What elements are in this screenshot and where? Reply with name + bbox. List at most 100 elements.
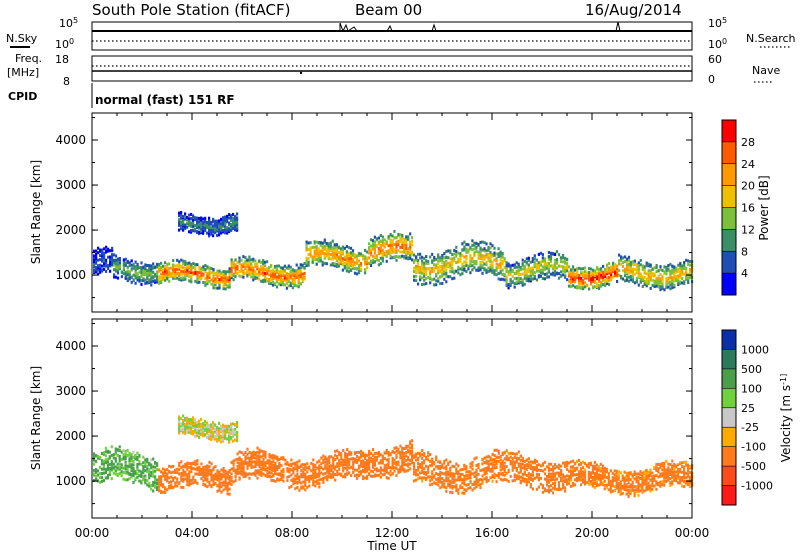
power-cell — [590, 276, 593, 280]
power-cell — [317, 251, 320, 255]
power-cell — [222, 221, 225, 225]
velocity-cell — [597, 465, 600, 469]
velocity-cell — [320, 477, 323, 481]
velocity-cell — [230, 482, 233, 486]
power-cell — [533, 261, 536, 265]
power-cell — [128, 264, 131, 268]
power-cell — [602, 278, 605, 282]
velocity-cell — [415, 454, 418, 458]
power-cell — [511, 280, 514, 284]
power-cell — [99, 248, 102, 252]
velocity-cell — [262, 450, 265, 454]
velocity-cell — [162, 471, 165, 475]
velocity-cell — [621, 484, 624, 488]
velocity-cell — [573, 483, 577, 487]
velocity-cell — [312, 465, 315, 469]
power-cell — [443, 256, 446, 260]
power-cell — [305, 248, 308, 252]
power-cell — [359, 252, 363, 256]
power-cell — [105, 269, 108, 273]
velocity-cell — [368, 465, 371, 468]
power-cell — [343, 255, 346, 259]
velocity-cell — [180, 474, 183, 478]
power-cell — [136, 267, 139, 270]
power-cell — [347, 257, 350, 261]
velocity-cell — [511, 465, 514, 469]
power-cell — [287, 284, 290, 288]
power-cell — [669, 262, 672, 266]
power-cell — [675, 275, 678, 279]
velocity-cell — [669, 463, 672, 466]
power-cell — [393, 248, 396, 252]
velocity-cell — [649, 486, 652, 490]
velocity-cell — [505, 471, 508, 475]
velocity-cell — [122, 453, 125, 457]
power-cell — [580, 286, 583, 290]
power-cell — [425, 277, 428, 281]
velocity-cell — [178, 464, 181, 468]
velocity-cell — [473, 480, 476, 484]
power-cell — [507, 286, 510, 290]
power-cell — [307, 263, 310, 267]
power-cell — [275, 277, 279, 281]
power-cell — [443, 277, 446, 281]
power-cell — [600, 283, 603, 287]
power-cell — [291, 286, 294, 290]
velocity-cell — [236, 423, 239, 427]
velocity-cell — [513, 455, 516, 459]
power-cell — [395, 258, 398, 262]
power-cell — [395, 248, 398, 252]
power-cell — [419, 256, 422, 260]
velocity-cell — [451, 474, 454, 478]
power-cell — [295, 269, 298, 273]
velocity-cell — [192, 418, 195, 422]
velocity-cell — [433, 474, 436, 478]
power-cell — [661, 285, 664, 289]
power-cell — [93, 249, 96, 253]
velocity-cell — [180, 428, 183, 432]
velocity-cell — [549, 472, 553, 476]
velocity-cell — [316, 472, 319, 476]
velocity-cell — [310, 461, 313, 465]
power-cell — [627, 258, 631, 262]
velocity-cell — [663, 474, 666, 478]
velocity-cell — [573, 462, 577, 466]
velocity-cell — [350, 474, 353, 477]
velocity-cell — [126, 454, 129, 457]
velocity-cell — [503, 465, 506, 469]
velocity-cell — [562, 461, 565, 465]
power-cell — [339, 260, 342, 264]
velocity-cell — [204, 428, 207, 432]
velocity-cell — [160, 483, 163, 487]
power-cell — [459, 267, 462, 271]
power-cell — [637, 272, 640, 275]
velocity-cell — [427, 475, 430, 479]
velocity-cell — [677, 481, 680, 485]
velocity-cell — [98, 475, 102, 479]
velocity-cell — [356, 461, 359, 464]
power-cell — [535, 269, 538, 273]
velocity-cell — [362, 475, 365, 479]
power-cell — [184, 217, 187, 221]
power-cell — [317, 241, 320, 244]
power-cell — [445, 271, 448, 275]
velocity-cell — [429, 453, 432, 456]
power-cell — [479, 265, 482, 269]
power-cell — [176, 271, 179, 275]
power-cell — [351, 260, 355, 264]
power-cell — [469, 254, 472, 257]
power-cell — [368, 251, 371, 255]
power-cell — [242, 262, 245, 266]
power-cell — [182, 272, 185, 276]
power-cell — [337, 264, 340, 268]
velocity-cell — [461, 478, 464, 482]
power-cell — [425, 282, 428, 286]
velocity-cell — [663, 479, 666, 483]
power-cell — [132, 278, 135, 282]
velocity-cell — [182, 424, 185, 428]
velocity-cell — [393, 466, 396, 470]
power-cell — [200, 218, 203, 222]
power-cell — [547, 264, 550, 268]
power-cell — [515, 269, 518, 273]
power-cell — [521, 262, 524, 266]
